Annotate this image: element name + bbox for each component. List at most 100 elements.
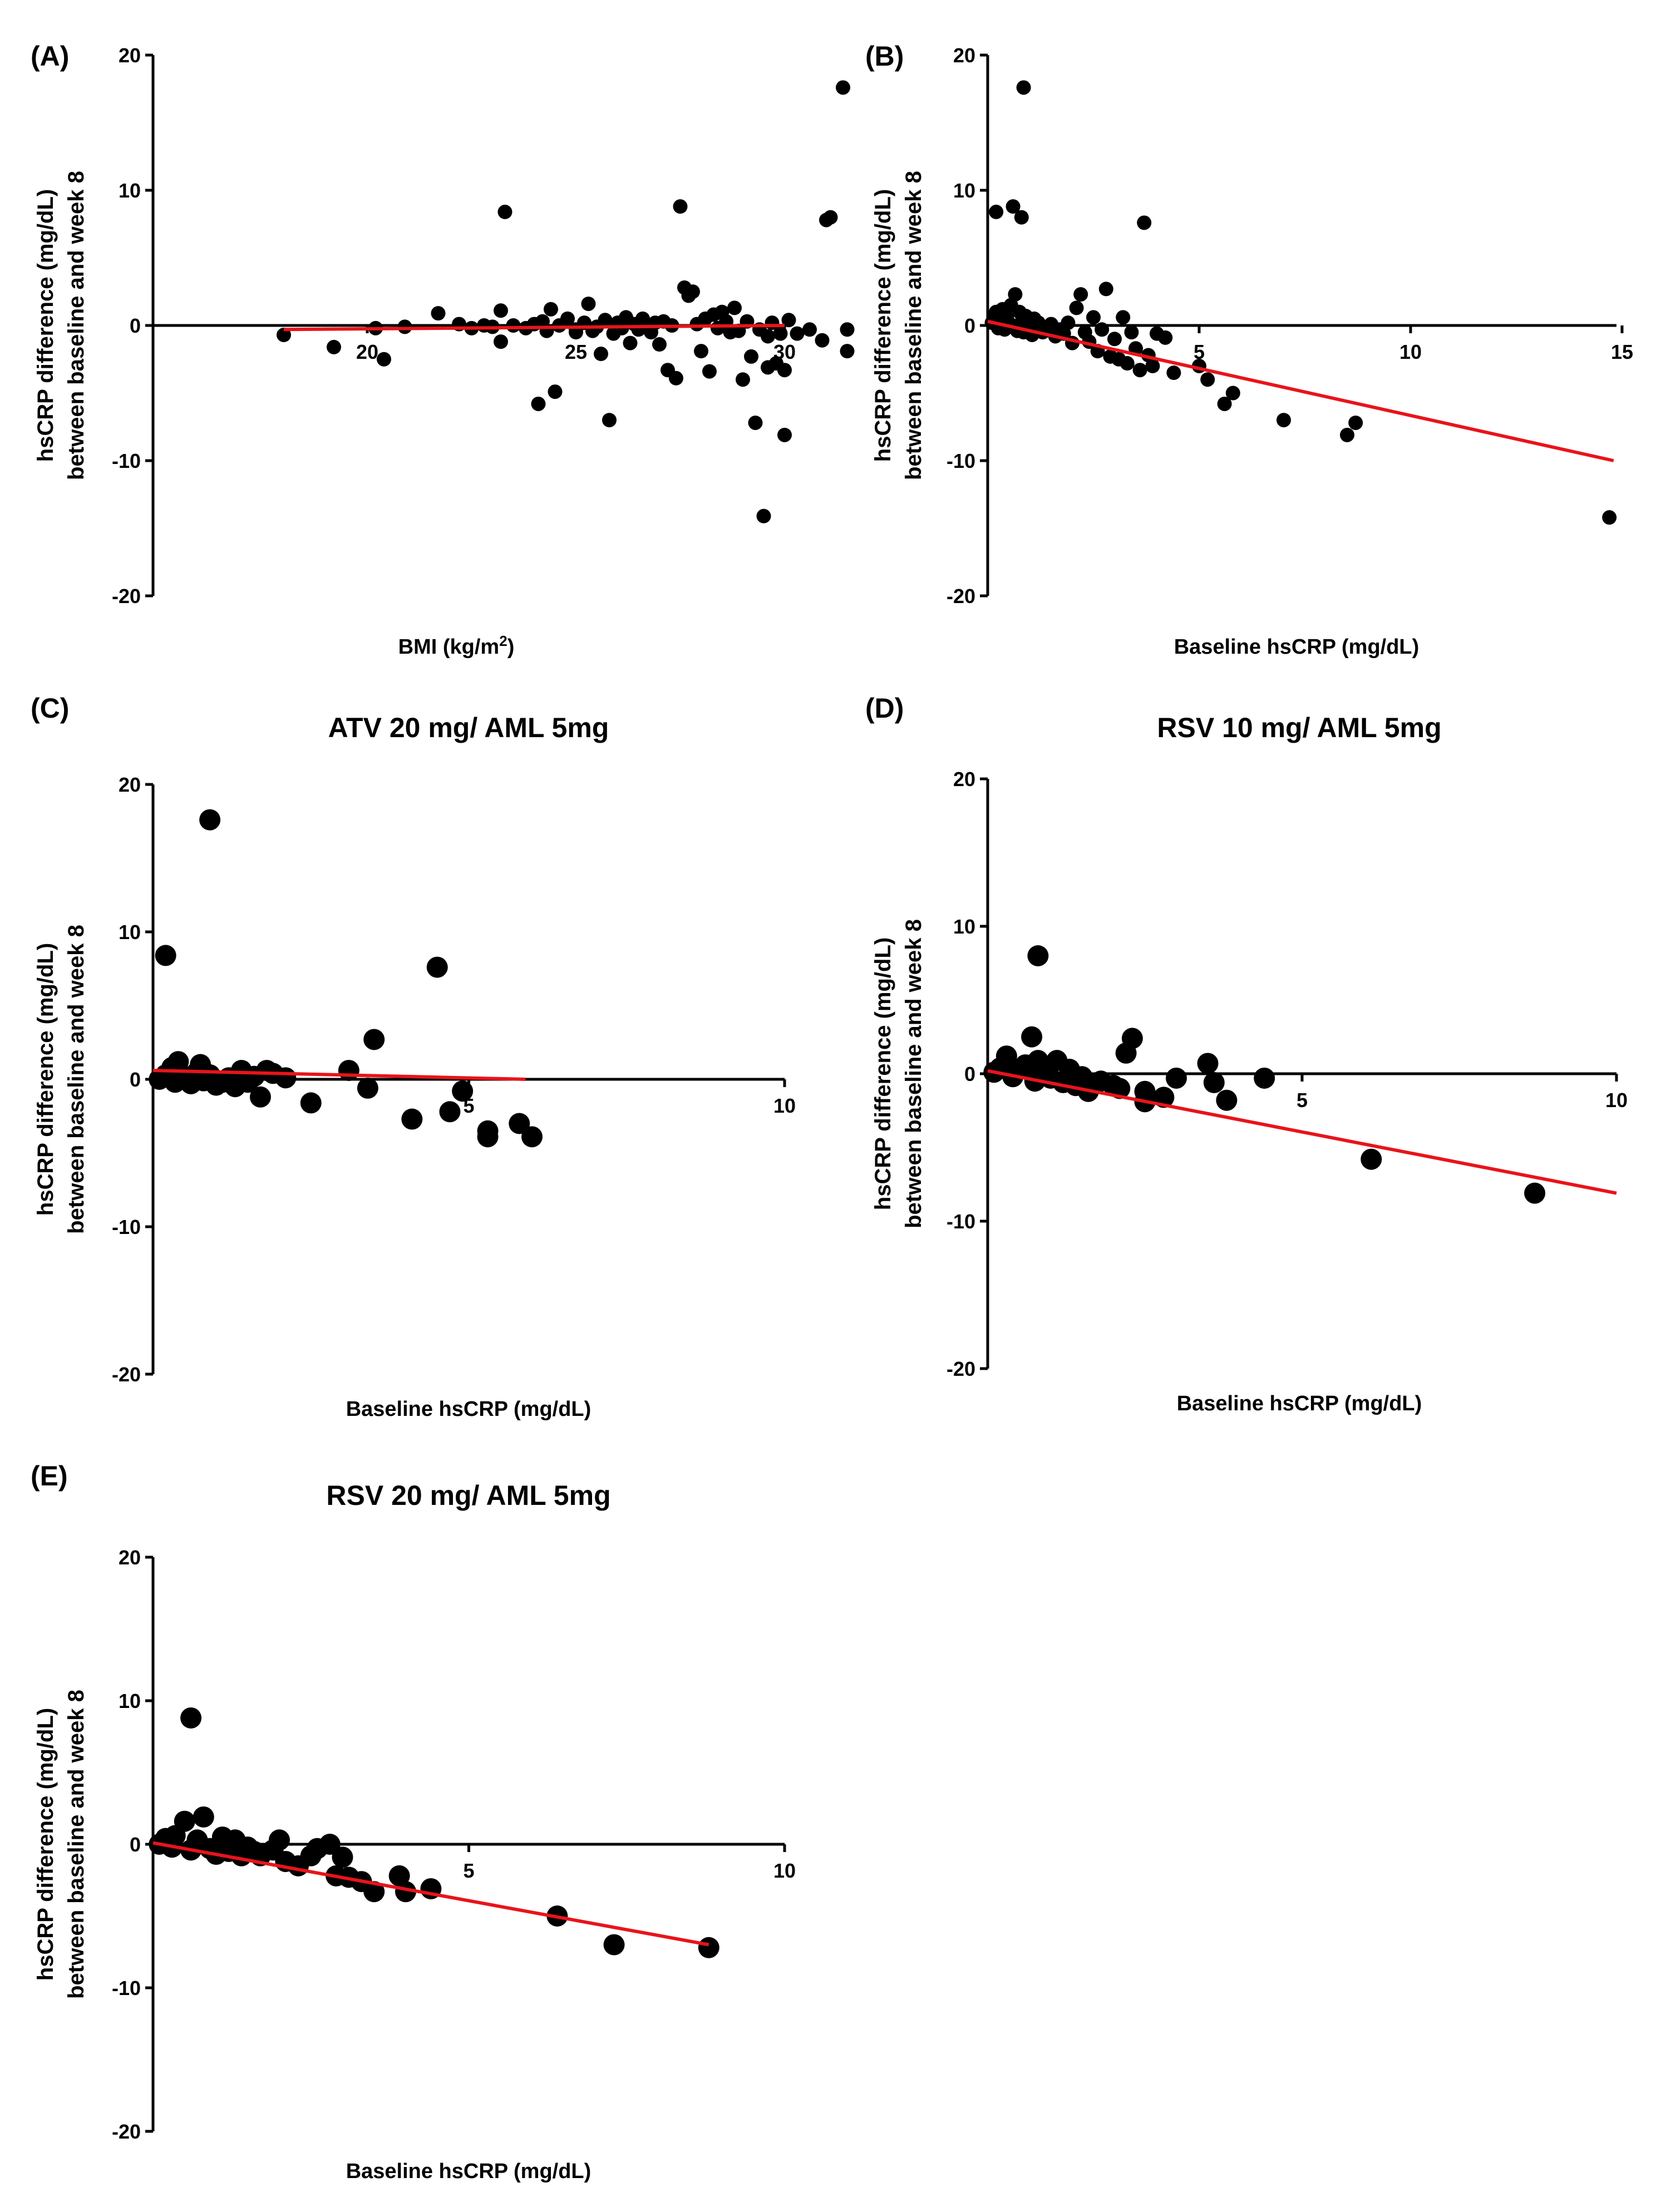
data-point [1086,310,1101,325]
data-point [431,306,446,321]
data-point [777,363,792,378]
y-tick-label: -10 [112,1216,141,1238]
data-point [397,319,412,334]
data-point [756,508,771,524]
data-point [761,329,775,344]
panel-d: 20 10 0 -10 -20 5 10 (D) RSV 10 mg/ AML 5mg Basel… [865,693,1628,1415]
data-point [1014,210,1029,225]
y-axis-label-line1: hsCRP difference (mg/dL) [33,189,58,462]
data-point [1158,330,1173,345]
data-point [395,1881,416,1903]
data-point [1107,332,1122,347]
data-point [174,1810,195,1832]
y-tick-label: 10 [953,915,975,938]
data-point [327,339,341,354]
data-point [1166,1067,1187,1089]
data-point [781,313,796,328]
data-point [494,303,508,318]
data-point [357,1077,378,1099]
data-point [1225,386,1240,401]
regression-line [152,1841,709,1947]
data-point [748,415,763,430]
y-axis-label-line2: between baseline and week 8 [901,919,926,1228]
data-point [823,210,838,225]
x-tick-label: 10 [1605,1089,1628,1112]
data-point [1121,1028,1143,1049]
data-point [319,1834,341,1855]
data-point [815,333,830,348]
data-point [199,809,221,831]
data-point [623,335,638,350]
data-point [1276,413,1291,428]
y-tick-label: -20 [112,1363,141,1386]
x-tick-label: 5 [1297,1089,1308,1112]
data-point [995,1045,1017,1067]
y-tick-label: 10 [119,921,141,944]
data-point [1069,300,1084,315]
data-point [1203,1072,1225,1093]
data-point [840,322,855,337]
y-tick-label: 0 [130,314,141,337]
data-point [1145,358,1160,373]
data-point [521,1126,543,1148]
y-tick-label: -20 [112,585,141,608]
y-tick-label: 20 [953,44,975,67]
y-tick-label: 20 [119,44,141,67]
data-point [269,1829,290,1851]
data-point [1027,945,1049,966]
data-point [777,427,792,442]
data-point [506,318,521,333]
panel-label: (D) [865,693,904,724]
data-point [1602,510,1617,525]
data-point [686,284,700,299]
y-axis-label-line2: between baseline and week 8 [901,171,926,480]
data-point [401,1108,423,1130]
data-point [1132,363,1147,378]
data-point [494,334,508,349]
data-point [544,302,558,317]
data-point [802,322,817,337]
data-point [1197,1053,1219,1074]
x-axis-label: BMI (kg/m2) [398,633,515,659]
y-tick-label: 10 [119,179,141,202]
regression-line [152,1069,526,1081]
data-point [1061,315,1076,330]
y-tick-label: -20 [947,585,975,608]
y-tick-label: -10 [947,450,975,472]
y-tick-label: -20 [947,1357,975,1380]
data-point [497,204,512,219]
data-point [277,328,291,343]
x-axis-label: Baseline hsCRP (mg/dL) [1174,635,1419,659]
y-axis-label-line1: hsCRP difference (mg/dL) [871,937,895,1210]
data-point [509,1113,530,1134]
y-axis-label-line2: between baseline and week 8 [64,171,88,480]
x-axis-label: Baseline hsCRP (mg/dL) [346,2160,592,2183]
data-point [773,326,788,341]
data-point [452,1080,474,1102]
data-point [560,311,575,326]
x-tick-label: 5 [1194,340,1205,363]
y-tick-label: -20 [112,2120,141,2143]
panel-label: (A) [31,41,69,72]
data-point [652,337,667,352]
data-point [1254,1067,1275,1089]
y-tick-label: 20 [119,773,141,796]
data-point [249,1086,271,1108]
data-point [1008,287,1023,302]
data-point [1200,372,1215,387]
data-point [1095,322,1110,337]
data-point [694,344,708,359]
y-tick-label: -10 [112,1977,141,1999]
data-point [669,371,683,386]
y-tick-label: 0 [964,314,975,337]
data-point [1361,1148,1382,1170]
y-axis-label-line1: hsCRP difference (mg/dL) [33,1708,58,1981]
data-point [744,349,758,364]
data-point [1016,80,1031,95]
y-tick-label: 10 [119,1690,141,1712]
y-tick-label: 10 [953,179,975,202]
data-point [727,300,742,315]
data-point [698,1937,719,1958]
data-point [602,413,617,428]
